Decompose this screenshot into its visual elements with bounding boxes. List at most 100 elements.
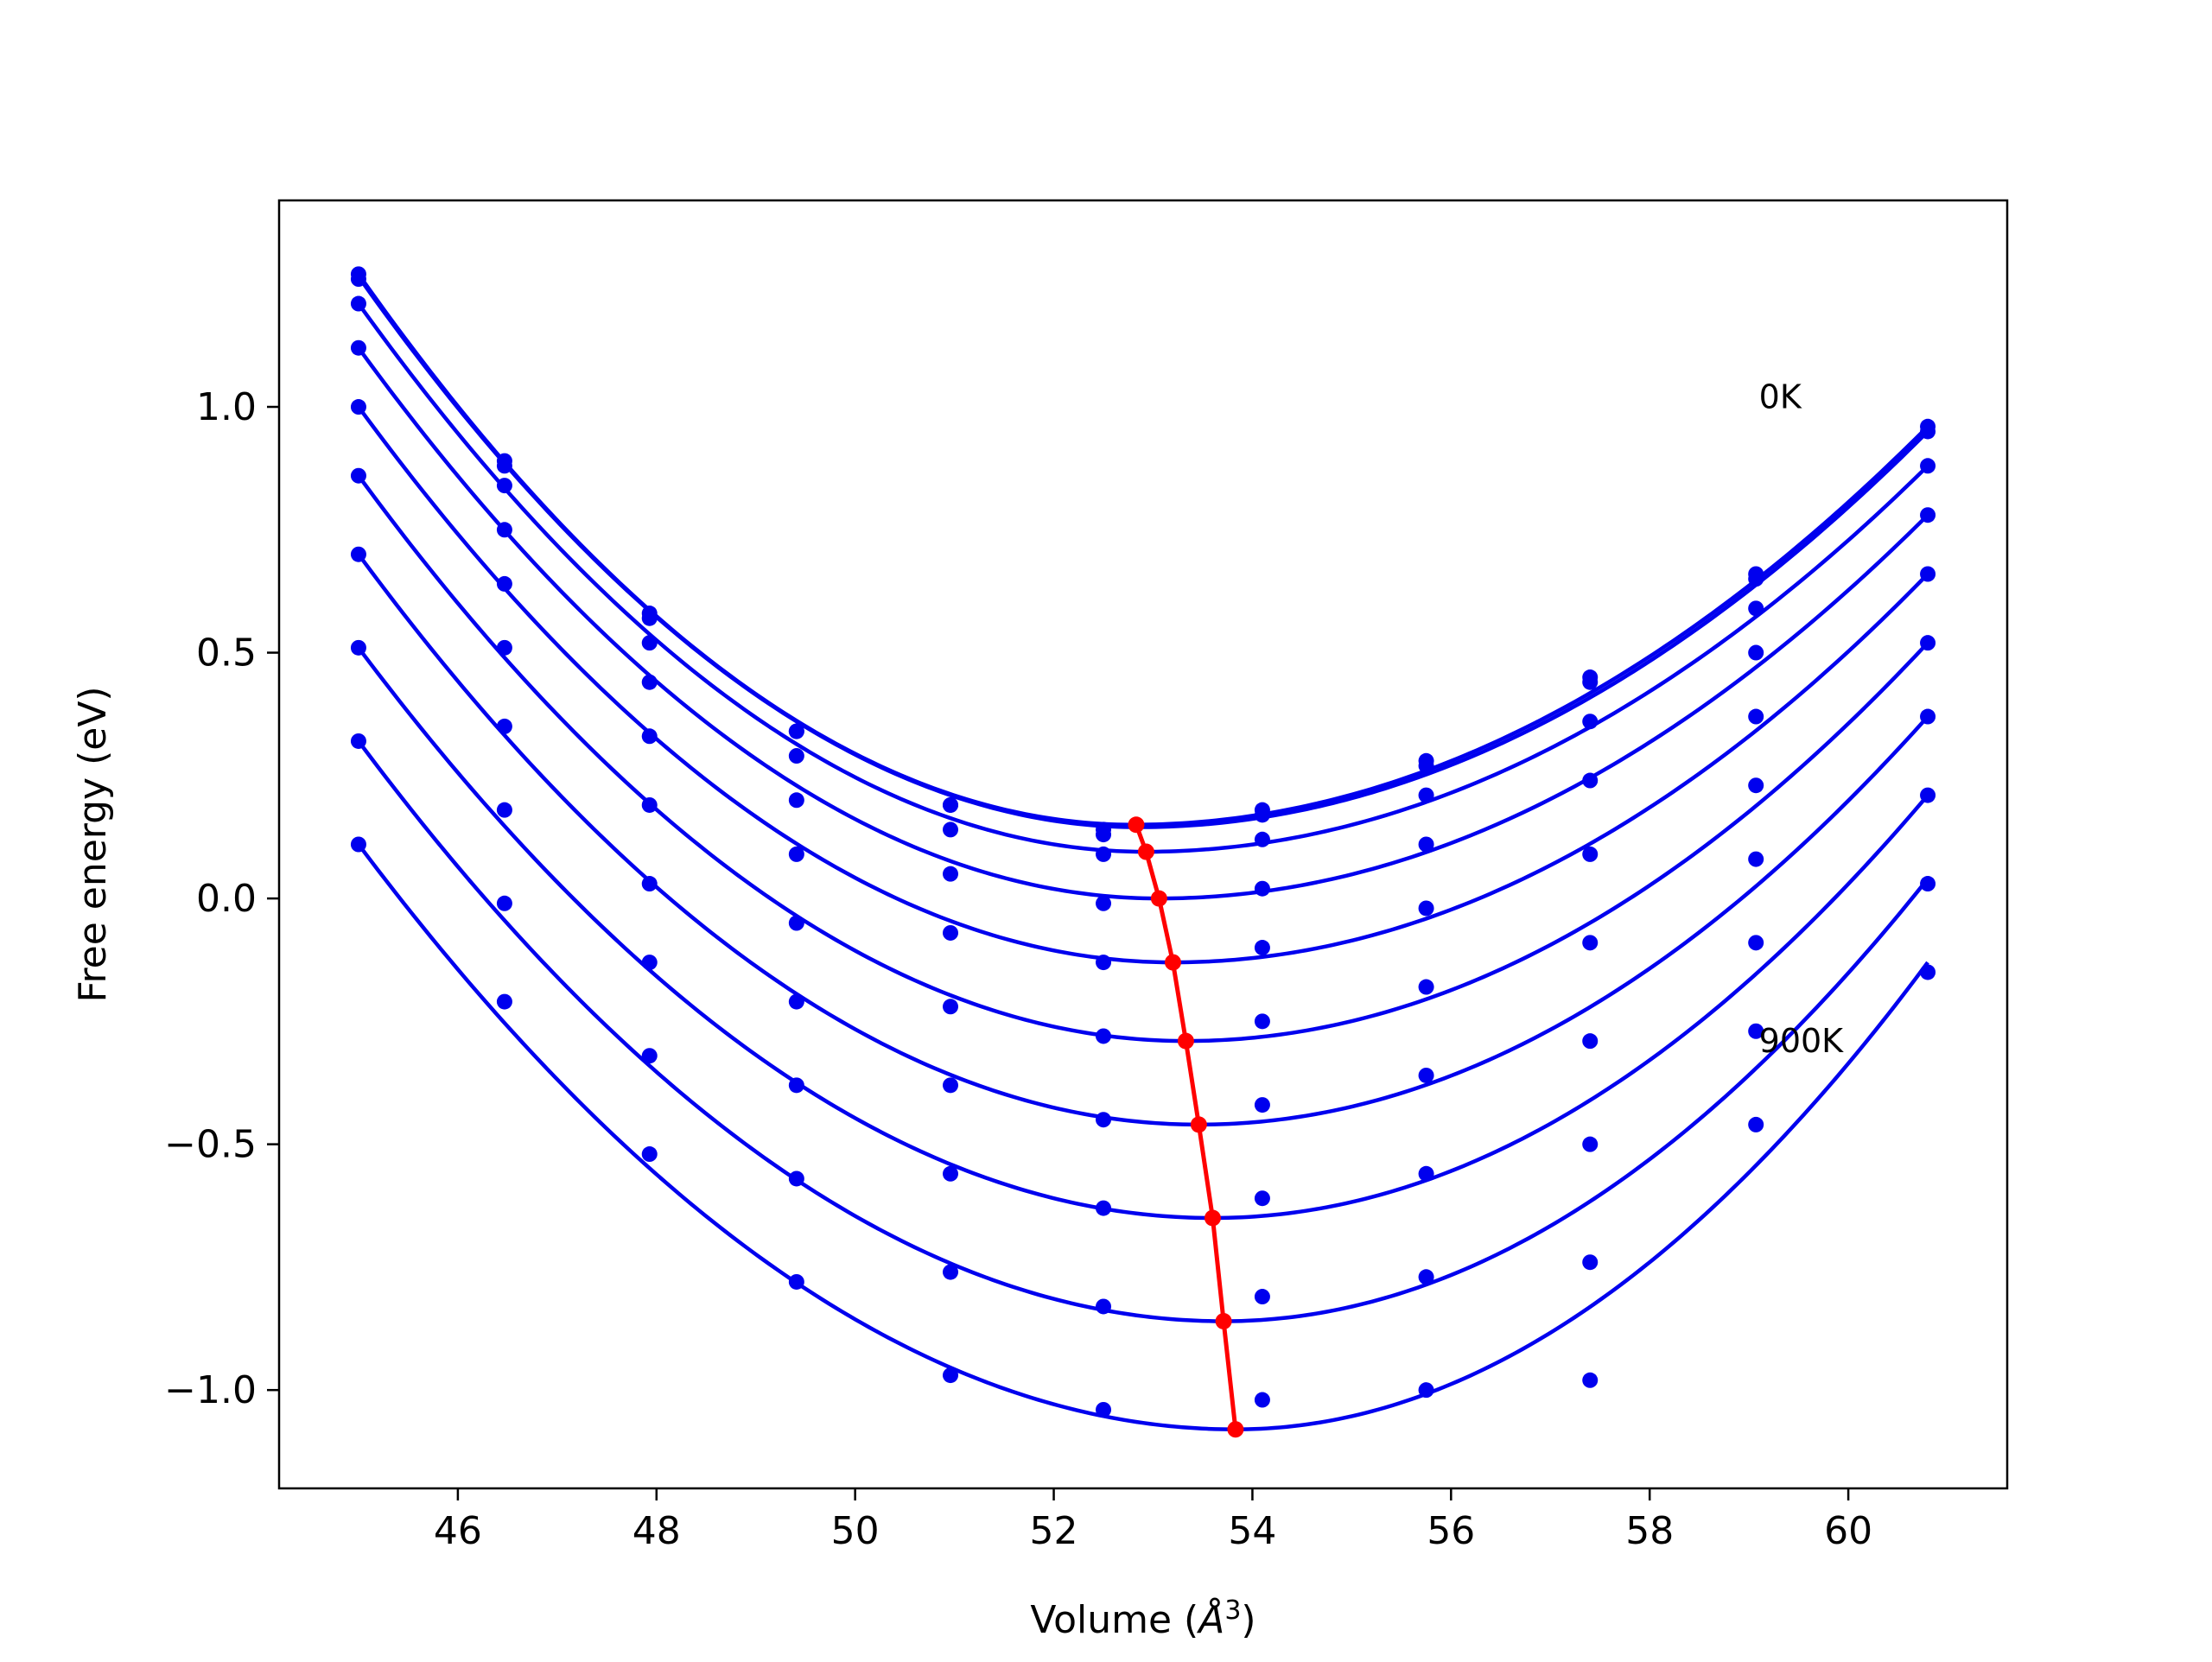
x-tick-label: 48 (632, 1509, 681, 1553)
data-point (1254, 940, 1270, 956)
data-point (1748, 1023, 1764, 1039)
annotation-label: 0K (1759, 378, 1802, 416)
data-point (496, 478, 512, 494)
data-point (1418, 1269, 1434, 1285)
x-tick-label: 60 (1824, 1509, 1872, 1553)
data-point (496, 458, 512, 474)
minimum-point (1150, 890, 1167, 907)
data-point (350, 271, 366, 288)
data-point (788, 1077, 804, 1094)
data-point (1748, 935, 1764, 951)
data-point (943, 999, 959, 1015)
x-axis: 46 48 50 52 54 56 58 60 (434, 1488, 1872, 1553)
minimum-point (1164, 954, 1181, 971)
data-point (943, 1077, 959, 1094)
annotations: 0K 900K (1759, 378, 1845, 1060)
data-point (641, 610, 658, 626)
y-axis-label: Free energy (eV) (71, 686, 115, 1002)
data-point (1254, 831, 1270, 847)
x-axis-label-close: ) (1241, 1598, 1255, 1642)
data-point (1582, 772, 1599, 789)
y-tick-label: −1.0 (164, 1368, 257, 1412)
data-point (788, 748, 804, 764)
data-point (1920, 635, 1936, 651)
minimum-point (1177, 1032, 1194, 1050)
data-point (1418, 1067, 1434, 1083)
data-point (1254, 1190, 1270, 1207)
data-point (1920, 566, 1936, 582)
data-point (1096, 846, 1112, 862)
fit-curve-4 (357, 346, 1929, 901)
data-point (350, 399, 366, 416)
data-point (641, 1146, 658, 1163)
data-point (943, 1264, 959, 1280)
y-axis: −1.0 −0.5 0.0 0.5 1.0 (164, 385, 279, 1412)
data-point (350, 339, 366, 356)
data-point (943, 866, 959, 882)
data-point (1920, 787, 1936, 803)
data-point (1418, 1382, 1434, 1399)
data-point (1920, 423, 1936, 440)
data-point (496, 639, 512, 656)
x-axis-label-exponent: 3 (1224, 1595, 1241, 1626)
data-point (1254, 1289, 1270, 1305)
plot-area (350, 266, 1936, 1438)
data-point (1418, 900, 1434, 917)
fit-curve-7 (357, 553, 1929, 1127)
data-point (350, 467, 366, 484)
data-point (1748, 644, 1764, 661)
data-point (1096, 1298, 1112, 1315)
data-point (1096, 827, 1112, 843)
data-point (1096, 1028, 1112, 1044)
data-point (496, 718, 512, 734)
data-point (1582, 846, 1599, 862)
data-point (788, 846, 804, 862)
data-point (1748, 708, 1764, 725)
y-tick-label: 1.0 (196, 385, 257, 429)
data-point (1748, 600, 1764, 617)
data-point (788, 915, 804, 931)
data-point (1096, 895, 1112, 911)
data-point (641, 728, 658, 745)
data-point (496, 802, 512, 818)
data-point (943, 796, 959, 813)
x-tick-label: 50 (831, 1509, 880, 1553)
data-point (1582, 935, 1599, 951)
data-point (1582, 1372, 1599, 1388)
minimum-point (1215, 1313, 1232, 1330)
data-point (1254, 1013, 1270, 1030)
x-tick-label: 46 (434, 1509, 482, 1553)
data-point (1096, 1112, 1112, 1128)
data-point (1748, 851, 1764, 867)
minimum-point (1190, 1116, 1207, 1133)
data-point (1920, 507, 1936, 523)
fit-curve-9 (357, 739, 1929, 1323)
x-tick-label: 56 (1427, 1509, 1475, 1553)
x-tick-label: 54 (1228, 1509, 1276, 1553)
data-point (350, 295, 366, 312)
data-point (1748, 1116, 1764, 1132)
y-tick-label: 0.0 (196, 877, 257, 921)
y-tick-label: −0.5 (164, 1123, 257, 1167)
x-axis-label-unit: Å (1196, 1596, 1224, 1642)
data-point (1254, 880, 1270, 897)
data-point (641, 1048, 658, 1064)
annotation-label: 900K (1759, 1022, 1845, 1060)
data-point (1920, 708, 1936, 725)
data-point (350, 546, 366, 562)
data-point (1096, 955, 1112, 971)
data-point (641, 674, 658, 690)
data-point (1254, 807, 1270, 823)
data-point (641, 955, 658, 971)
x-axis-label: Volume (Å3) (1030, 1595, 1255, 1642)
data-point (496, 522, 512, 538)
data-point (1748, 571, 1764, 587)
data-point (943, 821, 959, 838)
fit-curve-10 (357, 843, 1929, 1431)
data-point (1096, 1200, 1112, 1216)
data-point (788, 993, 804, 1010)
y-tick-label: 0.5 (196, 631, 257, 676)
data-point (1418, 1165, 1434, 1182)
data-point (496, 575, 512, 592)
